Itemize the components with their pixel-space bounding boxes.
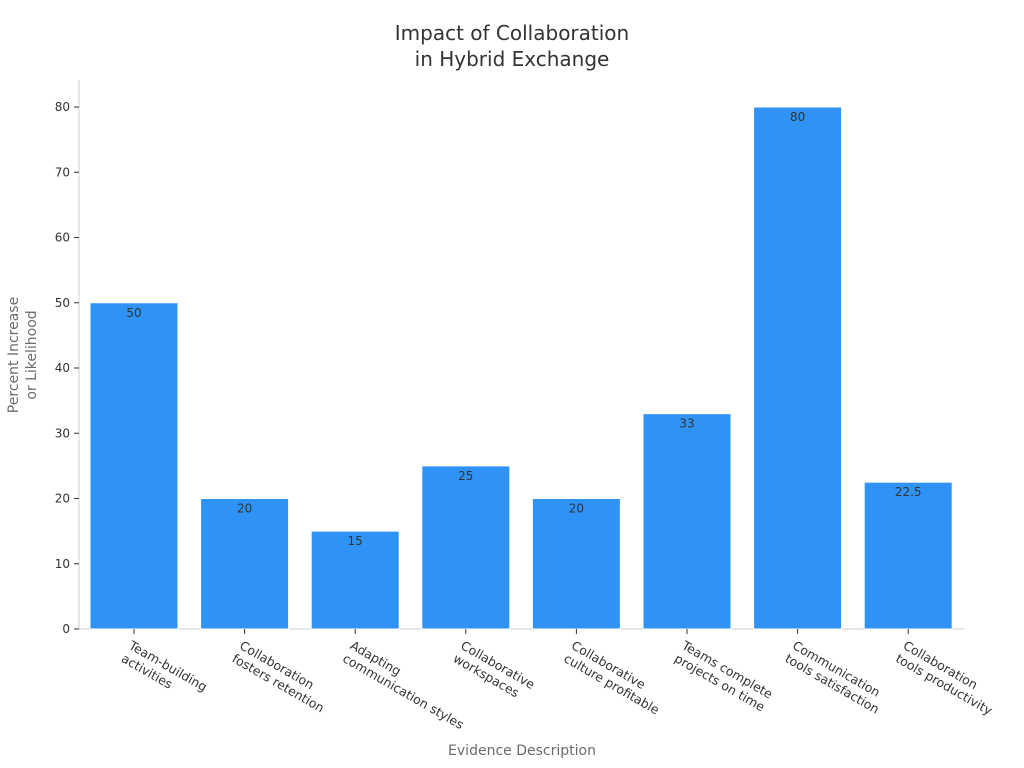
chart-title-line-1: Impact of Collaboration bbox=[395, 21, 629, 45]
bar[interactable] bbox=[863, 481, 953, 630]
bar[interactable] bbox=[89, 302, 179, 630]
y-axis-title-line-2: or Likelihood bbox=[24, 310, 40, 399]
bar[interactable] bbox=[200, 498, 290, 630]
bar-value-label: 50 bbox=[126, 306, 141, 320]
bar[interactable] bbox=[421, 465, 511, 630]
y-tick-label: 0 bbox=[62, 622, 70, 636]
y-tick-label: 40 bbox=[55, 361, 70, 375]
y-tick-label: 20 bbox=[55, 492, 70, 506]
x-tick-label-line: communication styles bbox=[340, 651, 466, 733]
y-axis-title: Percent Increase or Likelihood bbox=[6, 297, 40, 413]
bar[interactable] bbox=[753, 106, 843, 630]
chart-title-line-2: in Hybrid Exchange bbox=[415, 47, 610, 71]
y-tick-label: 50 bbox=[55, 296, 70, 310]
chart-title: Impact of Collaboration in Hybrid Exchan… bbox=[395, 21, 629, 71]
y-axis-title-line-1: Percent Increase bbox=[6, 297, 22, 413]
y-tick-label: 70 bbox=[55, 165, 70, 179]
y-tick-label: 80 bbox=[55, 100, 70, 114]
bar-value-label: 22.5 bbox=[895, 485, 922, 499]
bar-value-label: 20 bbox=[569, 502, 584, 516]
bar[interactable] bbox=[642, 413, 732, 630]
bar-value-label: 80 bbox=[790, 110, 805, 124]
bar-value-label: 20 bbox=[237, 502, 252, 516]
y-tick-label: 30 bbox=[55, 426, 70, 440]
bar-value-label: 33 bbox=[679, 417, 694, 431]
y-tick-label: 10 bbox=[55, 557, 70, 571]
bar[interactable] bbox=[310, 530, 400, 630]
bar[interactable] bbox=[531, 498, 621, 630]
y-axis-ticks: 0 10 20 30 40 50 60 70 80 bbox=[55, 100, 79, 636]
y-tick-label: 60 bbox=[55, 231, 70, 245]
x-axis-title: Evidence Description bbox=[448, 743, 596, 759]
bar-value-label: 25 bbox=[458, 469, 473, 483]
bar-series: 50 20 15 25 20 33 80 22.5 bbox=[89, 106, 953, 630]
bar-value-label: 15 bbox=[348, 534, 363, 548]
